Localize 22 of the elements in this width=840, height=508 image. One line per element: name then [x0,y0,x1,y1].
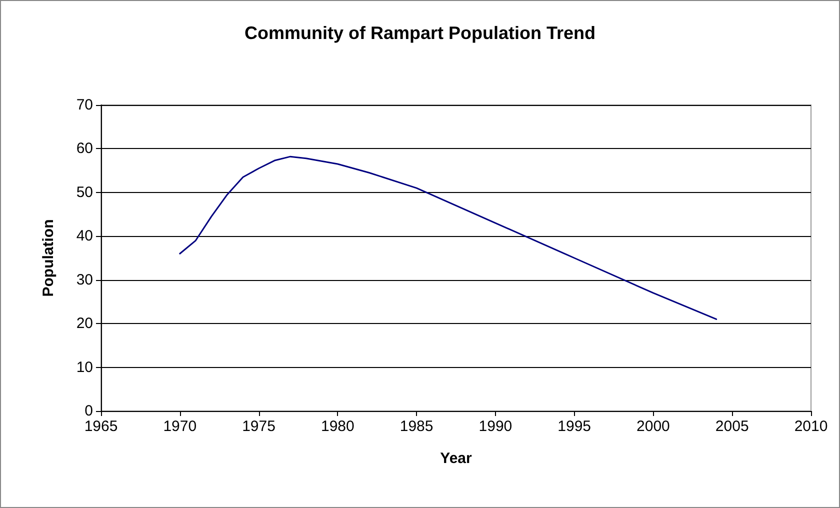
x-tick-label: 2000 [636,418,670,435]
x-tick-label: 1980 [320,418,354,435]
y-tick-label: 20 [76,315,93,332]
x-tick-label: 1985 [400,418,434,435]
x-tick-label: 1975 [242,418,276,435]
chart-title: Community of Rampart Population Trend [244,23,596,43]
y-tick-label: 10 [76,358,93,376]
x-tick-label: 2010 [794,418,828,435]
y-tick-label: 50 [76,184,93,201]
y-tick-label: 0 [84,402,93,420]
x-axis-title: Year [440,450,472,467]
y-tick-label: 60 [76,140,93,158]
y-tick-label: 40 [76,228,93,245]
x-tick-label: 1970 [163,418,197,435]
y-tick-label: 30 [76,271,93,288]
x-tick-label: 1965 [84,418,118,435]
y-tick-label: 70 [76,96,93,114]
line-series [179,156,718,320]
x-tick-label: 2005 [715,418,749,435]
x-tick-label: 1990 [478,418,512,435]
y-axis-title: Population [40,219,57,297]
x-tick-label: 1995 [558,418,592,435]
